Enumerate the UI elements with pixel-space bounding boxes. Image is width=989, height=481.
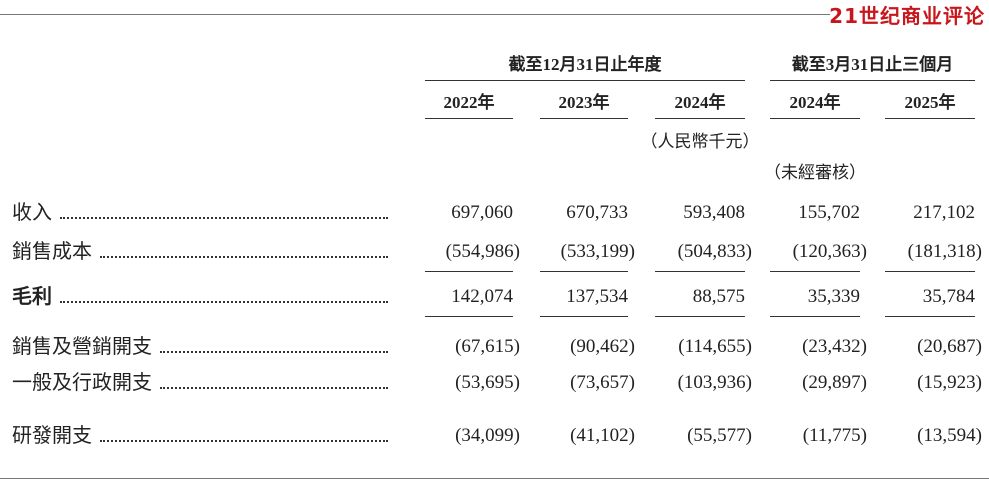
group-rule xyxy=(770,80,975,81)
sum-rule xyxy=(425,316,513,317)
cell-value: 697,060 xyxy=(451,202,513,223)
cell-value: (55,577) xyxy=(687,425,752,446)
cell-value: (103,936) xyxy=(677,372,752,393)
cell-value: (34,099) xyxy=(455,425,520,446)
year-header: 2022年 xyxy=(443,93,495,112)
cell-value: (90,462) xyxy=(570,336,635,357)
cell-value: (533,199) xyxy=(560,241,635,262)
year-rule xyxy=(885,118,975,119)
bottom-rule xyxy=(0,478,989,479)
dot-leader xyxy=(100,256,388,258)
row-label: 研發開支 xyxy=(12,425,92,447)
cell-value: (15,923) xyxy=(917,372,982,393)
cell-value: (11,775) xyxy=(802,425,867,446)
cell-value: 155,702 xyxy=(798,202,860,223)
cell-value: (41,102) xyxy=(570,425,635,446)
cell-value: (114,655) xyxy=(678,336,752,357)
row-label: 收入 xyxy=(12,202,52,224)
year-header: 2023年 xyxy=(558,93,610,112)
cell-value: (181,318) xyxy=(907,241,982,262)
sum-rule xyxy=(655,316,745,317)
sum-rule xyxy=(540,271,628,272)
cell-value: (29,897) xyxy=(802,372,867,393)
top-rule xyxy=(0,14,830,15)
cell-value: (120,363) xyxy=(792,241,867,262)
cell-value: (23,432) xyxy=(802,336,867,357)
sum-rule xyxy=(885,316,975,317)
year-rule xyxy=(770,118,860,119)
group-rule xyxy=(425,80,745,81)
cell-value: 88,575 xyxy=(692,286,745,307)
cell-value: 593,408 xyxy=(683,202,745,223)
cell-value: (67,615) xyxy=(455,336,520,357)
dot-leader xyxy=(60,217,388,219)
row-label: 銷售及營銷開支 xyxy=(12,336,152,358)
group-header: 截至3月31日止三個月 xyxy=(791,55,954,74)
cell-value: (20,687) xyxy=(917,336,982,357)
sum-rule xyxy=(885,271,975,272)
cell-value: 670,733 xyxy=(566,202,628,223)
cell-value: 35,339 xyxy=(807,286,860,307)
sum-rule xyxy=(655,271,745,272)
year-header: 2024年 xyxy=(789,93,841,112)
cell-value: (554,986) xyxy=(445,241,520,262)
cell-value: (13,594) xyxy=(917,425,982,446)
sum-rule xyxy=(540,316,628,317)
cell-value: (504,833) xyxy=(677,241,752,262)
year-rule xyxy=(425,118,513,119)
cell-value: 137,534 xyxy=(566,286,628,307)
logo: 21世纪商业评论 xyxy=(829,4,985,28)
cell-value: (73,657) xyxy=(570,372,635,393)
dot-leader xyxy=(160,387,388,389)
year-rule xyxy=(540,118,628,119)
dot-leader xyxy=(100,440,388,442)
cell-value: 217,102 xyxy=(913,202,975,223)
year-header: 2024年 xyxy=(674,93,726,112)
row-label: 毛利 xyxy=(12,286,52,308)
year-rule xyxy=(655,118,745,119)
group-header: 截至12月31日止年度 xyxy=(508,55,662,74)
dot-leader xyxy=(60,301,388,303)
cell-value: 142,074 xyxy=(451,286,513,307)
year-header: 2025年 xyxy=(904,93,956,112)
cell-value: (53,695) xyxy=(455,372,520,393)
row-label: 一般及行政開支 xyxy=(12,372,152,394)
dot-leader xyxy=(160,351,388,353)
sum-rule xyxy=(770,271,860,272)
unaudited-note: （未經審核） xyxy=(764,163,866,182)
row-label: 銷售成本 xyxy=(12,241,92,263)
sum-rule xyxy=(770,316,860,317)
sum-rule xyxy=(425,271,513,272)
currency-note: （人民幣千元） xyxy=(640,132,760,151)
cell-value: 35,784 xyxy=(922,286,975,307)
